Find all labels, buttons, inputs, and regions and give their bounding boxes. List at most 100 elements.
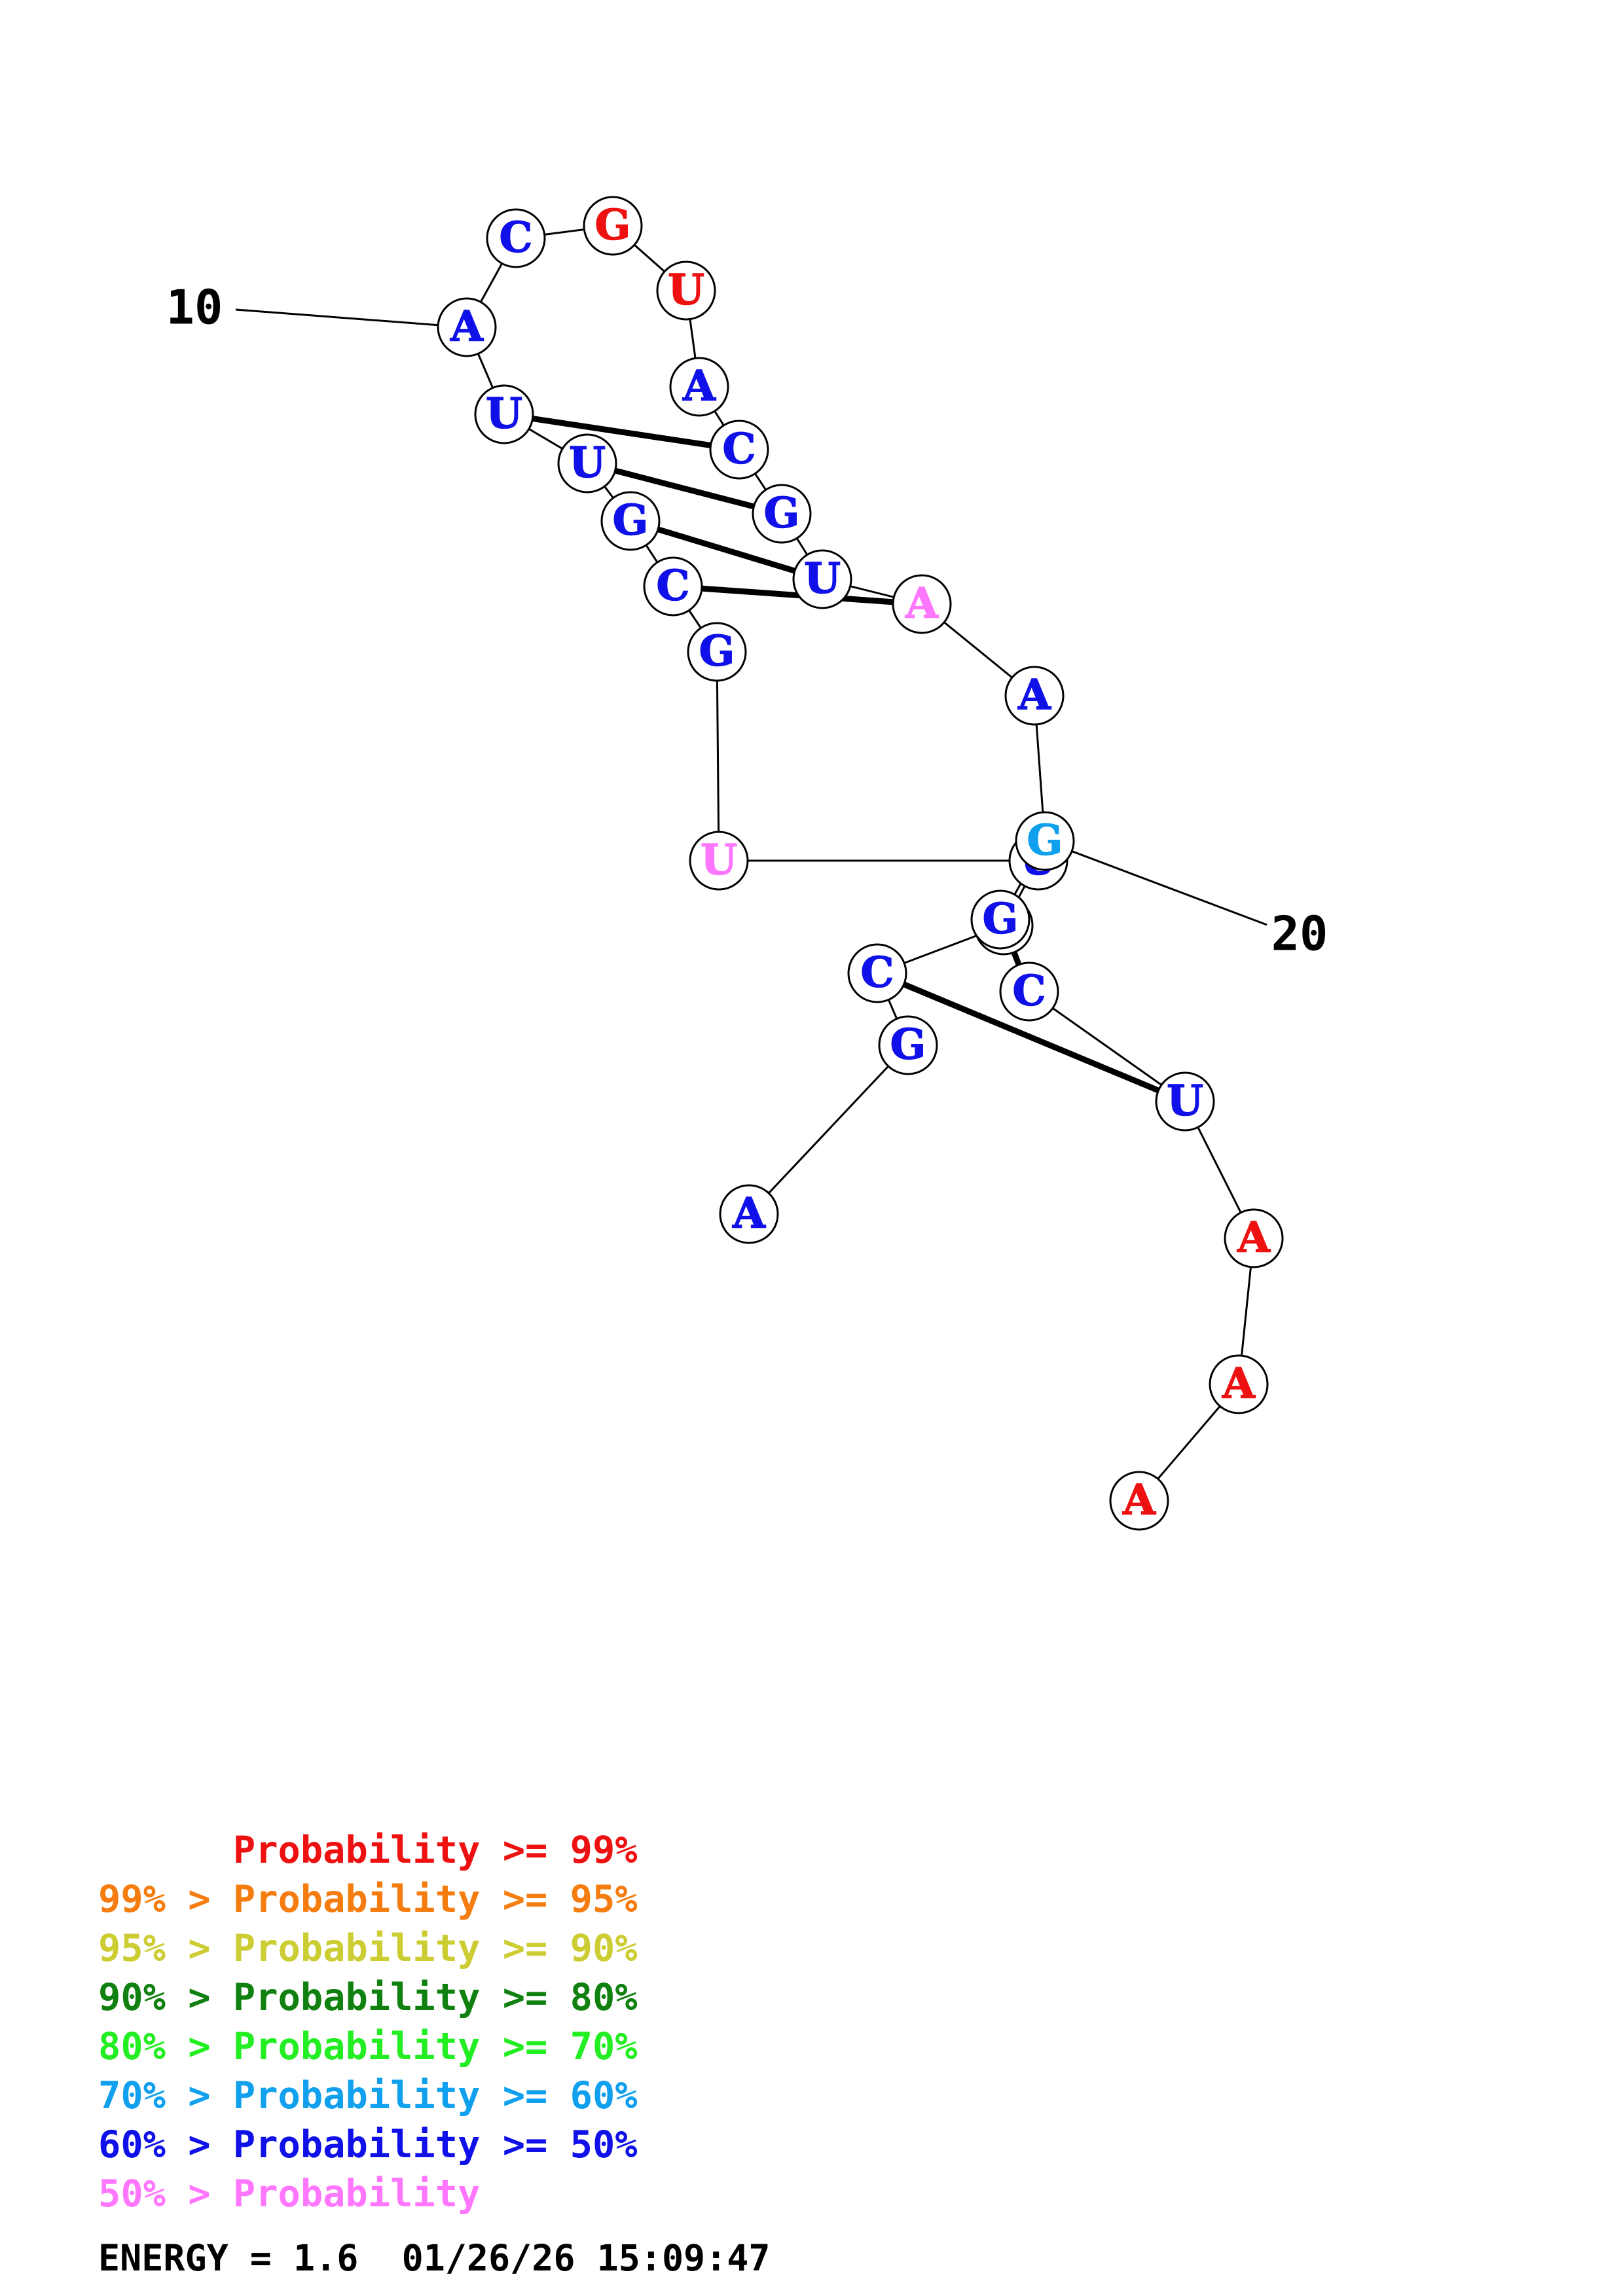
nucleotide-circle	[1015, 811, 1075, 871]
nucleotide-circle	[892, 574, 952, 634]
nucleotide-base: A	[905, 579, 939, 628]
nucleotide-base: C	[723, 425, 756, 474]
nucleotide: U	[656, 260, 716, 321]
nucleotide-base: C	[1013, 967, 1046, 1016]
nucleotide-circle	[1224, 1208, 1284, 1268]
position-label: 20	[1271, 906, 1328, 961]
nucleotide-circle	[656, 260, 716, 321]
nucleotide-base: U	[668, 266, 704, 315]
nucleotide-circle	[486, 208, 546, 268]
nucleotide-base: A	[450, 302, 484, 351]
nucleotide-base: G	[595, 201, 631, 250]
nucleotide-circle	[600, 491, 661, 551]
nucleotide: A	[437, 297, 497, 357]
nucleotide-base: U	[701, 836, 737, 885]
timestamp: 01/26/26 15:09:47	[401, 2237, 771, 2279]
nucleotide: A	[719, 1184, 779, 1244]
nucleotide-circle	[669, 357, 729, 417]
nucleotide-base: U	[569, 439, 606, 488]
nucleotide: C	[999, 961, 1059, 1022]
nucleotide-base: C	[500, 213, 533, 262]
energy-footer: ENERGY = 1.6 01/26/26 15:09:47	[98, 2237, 771, 2279]
nucleotide-base: U	[486, 389, 522, 439]
nucleotide-base: G	[613, 496, 649, 545]
nucleotide-circle	[847, 943, 907, 1003]
nucleotide-base: A	[1222, 1359, 1256, 1408]
nucleotide: G	[600, 491, 661, 551]
nucleotide-circle	[878, 1015, 938, 1075]
position-label: 10	[166, 280, 223, 335]
probability-legend: Probability >= 99% 99% > Probability >= 9…	[98, 1826, 638, 2219]
nucleotide-base: C	[861, 948, 894, 997]
nucleotide-circle	[999, 961, 1059, 1022]
position-tick	[235, 308, 467, 329]
nucleotide-circle	[709, 420, 769, 480]
nucleotide-base: G	[764, 489, 800, 538]
nucleotide: G	[583, 196, 643, 256]
nucleotide: C	[847, 943, 907, 1003]
nucleotide: C	[486, 208, 546, 268]
nucleotide-base: G	[699, 627, 735, 676]
nucleotide-circle	[474, 384, 534, 444]
nucleotide: A	[1004, 666, 1065, 726]
nucleotide-circle	[643, 556, 703, 617]
nucleotide: A	[669, 357, 729, 417]
nucleotide-base: G	[983, 895, 1019, 944]
nucleotide-circle	[583, 196, 643, 256]
nucleotide-base: G	[890, 1020, 926, 1069]
nucleotide: C	[709, 420, 769, 480]
nucleotide: G	[687, 622, 747, 682]
nucleotide-circle	[719, 1184, 779, 1244]
nucleotide-circle	[1004, 666, 1065, 726]
legend-entry: Probability >= 99%	[98, 1829, 638, 1872]
nucleotide: U	[792, 549, 852, 609]
nucleotide-circle	[689, 831, 749, 891]
backbone-link	[748, 1044, 909, 1215]
nucleotide: A	[1109, 1471, 1169, 1531]
nucleotide-circle	[437, 297, 497, 357]
position-tick-layer: 10 20	[166, 280, 1328, 961]
nucleotide: U	[689, 831, 749, 891]
nucleotide: C	[643, 556, 703, 617]
nucleotide: G	[878, 1015, 938, 1075]
nucleotide-circle	[1209, 1354, 1269, 1414]
legend-entry: 95% > Probability >= 90%	[98, 1927, 638, 1970]
nucleotide-circle	[752, 484, 812, 544]
base-pair-bond	[876, 970, 1186, 1105]
nucleotide: A	[1224, 1208, 1284, 1268]
base-pair-bond	[629, 518, 824, 583]
nucleotide-base: A	[1122, 1476, 1156, 1525]
nucleotide: G	[1015, 811, 1075, 871]
base-pair-bond	[586, 460, 783, 517]
nucleotide-circle	[687, 622, 747, 682]
nucleotide: A	[1209, 1354, 1269, 1414]
legend-entry: 70% > Probability >= 60%	[98, 2074, 638, 2117]
nucleotide-layer: AGCGUUGCGUUACGUACGUAAGGCUAAA	[437, 196, 1284, 1531]
legend-entry: 90% > Probability >= 80%	[98, 1976, 638, 2019]
nucleotide-circle	[970, 889, 1030, 950]
nucleotide-base: G	[1027, 816, 1063, 865]
nucleotide-circle	[792, 549, 852, 609]
nucleotide-circle	[1109, 1471, 1169, 1531]
nucleotide: G	[752, 484, 812, 544]
nucleotide: U	[557, 433, 617, 493]
nucleotide: U	[474, 384, 534, 444]
nucleotide: G	[970, 889, 1030, 950]
nucleotide-base: A	[682, 362, 716, 411]
legend-entry: 60% > Probability >= 50%	[98, 2123, 638, 2166]
backbone-layer	[465, 224, 1255, 1501]
legend-entry: 80% > Probability >= 70%	[98, 2025, 638, 2068]
position-tick	[1044, 840, 1267, 926]
nucleotide: U	[1155, 1071, 1215, 1132]
legend-entry: 50% > Probability	[98, 2172, 481, 2215]
backbone-link	[716, 651, 720, 861]
base-pair-bond	[503, 411, 740, 453]
nucleotide-base: U	[804, 554, 841, 603]
nucleotide: A	[892, 574, 952, 634]
nucleotide-circle	[557, 433, 617, 493]
nucleotide-base: A	[1017, 671, 1051, 720]
nucleotide-base: A	[732, 1189, 766, 1238]
nucleotide-base: U	[1167, 1077, 1203, 1126]
nucleotide-base: C	[657, 562, 690, 611]
